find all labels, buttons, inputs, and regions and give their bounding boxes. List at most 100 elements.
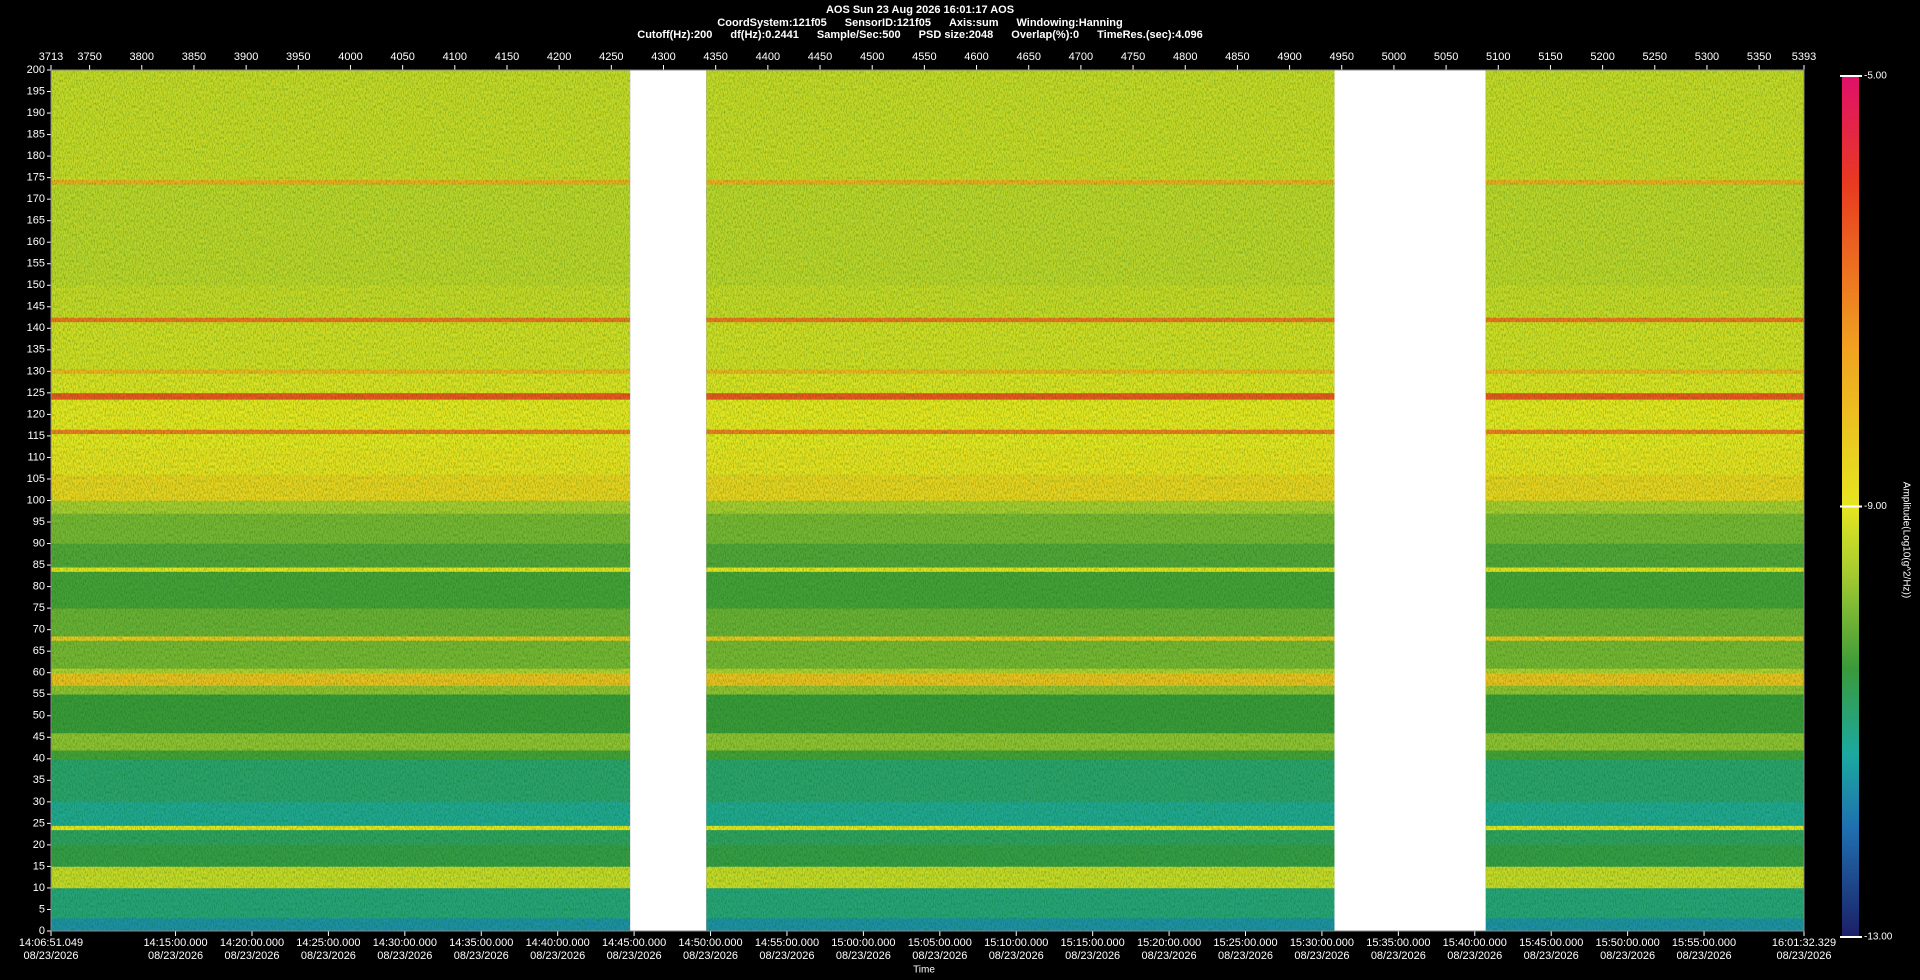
- x-tick-date: 08/23/2026: [683, 950, 738, 962]
- y-tick-label: 155: [27, 258, 45, 270]
- x2-tick-label: 5050: [1434, 51, 1458, 63]
- x-tick-label: 14:55:00.000: [755, 937, 819, 949]
- x-tick-label: 15:30:00.000: [1290, 937, 1354, 949]
- x-tick-label: 16:01:32.329: [1772, 937, 1836, 949]
- x2-tick-label: 5250: [1643, 51, 1667, 63]
- y-tick-label: 145: [27, 301, 45, 313]
- x-tick-label: 14:45:00.000: [602, 937, 666, 949]
- x2-tick-label: 5000: [1382, 51, 1406, 63]
- y-tick-label: 10: [33, 882, 45, 894]
- x-tick-date: 08/23/2026: [454, 950, 509, 962]
- x-tick-date: 08/23/2026: [607, 950, 662, 962]
- x2-tick-label: 3850: [182, 51, 206, 63]
- y-tick-label: 55: [33, 688, 45, 700]
- y-tick-label: 105: [27, 473, 45, 485]
- x-tick-label: 15:25:00.000: [1213, 937, 1277, 949]
- x-tick-label: 15:40:00.000: [1443, 937, 1507, 949]
- x2-tick-label: 3800: [130, 51, 154, 63]
- y-tick-label: 30: [33, 796, 45, 808]
- y-tick-label: 0: [39, 925, 45, 937]
- y-tick-label: 65: [33, 645, 45, 657]
- x2-tick-label: 4300: [651, 51, 675, 63]
- y-tick-label: 20: [33, 839, 45, 851]
- x-tick-date: 08/23/2026: [530, 950, 585, 962]
- x-tick-date: 08/23/2026: [1776, 950, 1831, 962]
- y-tick-label: 85: [33, 559, 45, 571]
- y-tick-label: 90: [33, 537, 45, 549]
- y-tick-label: 115: [27, 430, 45, 442]
- x-tick-date: 08/23/2026: [1065, 950, 1120, 962]
- x-tick-label: 14:30:00.000: [373, 937, 437, 949]
- x-tick-label: 15:15:00.000: [1061, 937, 1125, 949]
- x-tick-label: 14:15:00.000: [143, 937, 207, 949]
- noise-texture: [51, 70, 1804, 931]
- x2-tick-label: 4550: [912, 51, 936, 63]
- y-tick-label: 195: [27, 85, 45, 97]
- x-tick-date: 08/23/2026: [912, 950, 967, 962]
- x-tick-label: 15:00:00.000: [831, 937, 895, 949]
- parameter-row: Cutoff(Hz):200 df(Hz):0.2441 Sample/Sec:50…: [0, 29, 1840, 42]
- x2-tick-label: 5100: [1486, 51, 1510, 63]
- x-tick-date: 08/23/2026: [1371, 950, 1426, 962]
- x2-tick-label: 4800: [1173, 51, 1197, 63]
- x-tick-label: 14:35:00.000: [449, 937, 513, 949]
- x-tick-date: 08/23/2026: [23, 950, 78, 962]
- x2-tick-label: 4350: [703, 51, 727, 63]
- y-tick-label: 125: [27, 387, 45, 399]
- x-tick-label: 15:55:00.000: [1672, 937, 1736, 949]
- y-tick-label: 15: [33, 860, 45, 872]
- x-tick-label: 15:20:00.000: [1137, 937, 1201, 949]
- x2-tick-label: 4050: [390, 51, 414, 63]
- x2-tick-label: 3713: [39, 51, 63, 63]
- x2-tick-label: 4000: [338, 51, 362, 63]
- x-tick-date: 08/23/2026: [1218, 950, 1273, 962]
- x-tick-label: 14:20:00.000: [220, 937, 284, 949]
- y-tick-label: 140: [27, 322, 45, 334]
- x2-tick-label: 4250: [599, 51, 623, 63]
- y-tick-label: 110: [27, 451, 45, 463]
- x-tick-label: 15:50:00.000: [1596, 937, 1660, 949]
- x2-tick-label: 5300: [1695, 51, 1719, 63]
- y-tick-label: 75: [33, 602, 45, 614]
- y-tick-label: 95: [33, 516, 45, 528]
- parameter: CoordSystem:121f05: [717, 16, 827, 29]
- y-tick-label: 70: [33, 624, 45, 636]
- y-tick-label: 180: [27, 150, 45, 162]
- x-tick-date: 08/23/2026: [301, 950, 356, 962]
- x-tick-label: 14:50:00.000: [678, 937, 742, 949]
- colorbar-label: Amplitude(Log10(g^2/Hz)): [1900, 482, 1911, 598]
- y-tick-label: 150: [27, 279, 45, 291]
- colorbar-tick-label: -9.00: [1864, 501, 1887, 512]
- x-axis-label: Time: [913, 965, 935, 976]
- x2-tick-label: 5393: [1792, 51, 1816, 63]
- data-gap: [1334, 70, 1486, 931]
- x2-tick-label: 4700: [1069, 51, 1093, 63]
- y-tick-label: 165: [27, 215, 45, 227]
- x2-tick-label: 4600: [964, 51, 988, 63]
- x-tick-date: 08/23/2026: [989, 950, 1044, 962]
- colorbar-tick-label: -5.00: [1864, 71, 1887, 82]
- colorbar-tick-label: -13.00: [1864, 932, 1893, 943]
- y-tick-label: 135: [27, 344, 45, 356]
- x-tick-date: 08/23/2026: [1600, 950, 1655, 962]
- x-tick-date: 08/23/2026: [377, 950, 432, 962]
- x2-tick-label: 4750: [1121, 51, 1145, 63]
- x2-tick-label: 4650: [1016, 51, 1040, 63]
- x-tick-date: 08/23/2026: [1677, 950, 1732, 962]
- y-tick-label: 120: [27, 408, 45, 420]
- x2-tick-label: 5200: [1590, 51, 1614, 63]
- y-tick-label: 60: [33, 667, 45, 679]
- parameter: df(Hz):0.2441: [730, 29, 799, 41]
- parameter: Cutoff(Hz):200: [637, 29, 713, 41]
- x-tick-date: 08/23/2026: [1447, 950, 1502, 962]
- x-tick-label: 14:25:00.000: [296, 937, 360, 949]
- parameter: PSD size:2048: [918, 29, 994, 41]
- parameter: Sample/Sec:500: [816, 29, 901, 41]
- x2-tick-label: 4400: [756, 51, 780, 63]
- x2-tick-label: 3750: [77, 51, 101, 63]
- chart-title: AOS Sun 23 Aug 2026 16:01:17 AOS: [825, 4, 1015, 16]
- x-tick-label: 15:45:00.000: [1519, 937, 1583, 949]
- x2-tick-label: 4150: [495, 51, 519, 63]
